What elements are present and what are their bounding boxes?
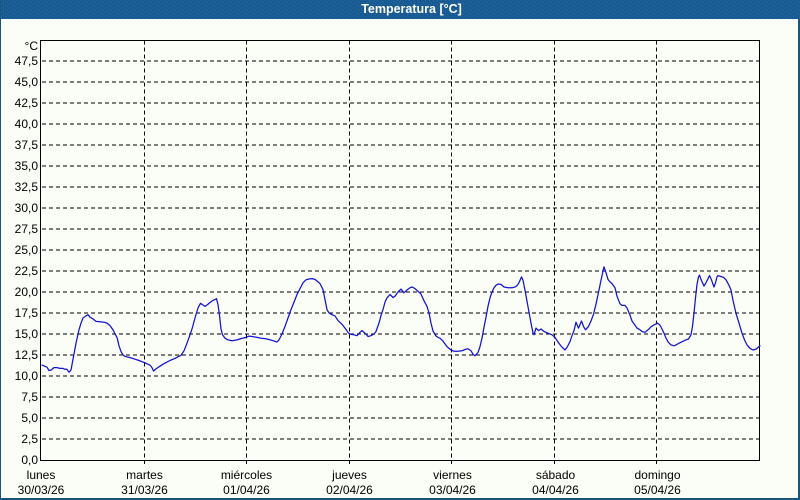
svg-text:30,0: 30,0 xyxy=(15,201,39,215)
svg-text:sábado: sábado xyxy=(536,468,576,482)
svg-text:45,0: 45,0 xyxy=(15,75,39,89)
svg-text:47,5: 47,5 xyxy=(15,54,39,68)
svg-text:37,5: 37,5 xyxy=(15,138,39,152)
svg-text:15,0: 15,0 xyxy=(15,327,39,341)
svg-text:32,5: 32,5 xyxy=(15,180,39,194)
svg-text:5,0: 5,0 xyxy=(21,411,38,425)
svg-text:miércoles: miércoles xyxy=(221,468,272,482)
svg-text:7,5: 7,5 xyxy=(21,390,38,404)
svg-text:lunes: lunes xyxy=(27,468,56,482)
svg-text:17,5: 17,5 xyxy=(15,306,39,320)
svg-text:10,0: 10,0 xyxy=(15,369,39,383)
svg-text:viernes: viernes xyxy=(433,468,472,482)
svg-text:2,5: 2,5 xyxy=(21,432,38,446)
svg-text:03/04/26: 03/04/26 xyxy=(429,483,476,497)
svg-text:12,5: 12,5 xyxy=(15,348,39,362)
svg-text:40,0: 40,0 xyxy=(15,117,39,131)
svg-text:35,0: 35,0 xyxy=(15,159,39,173)
svg-text:05/04/26: 05/04/26 xyxy=(634,483,681,497)
svg-text:27,5: 27,5 xyxy=(15,222,39,236)
svg-text:domingo: domingo xyxy=(634,468,680,482)
svg-text:°C: °C xyxy=(25,39,39,53)
svg-text:01/04/26: 01/04/26 xyxy=(223,483,270,497)
svg-text:martes: martes xyxy=(126,468,163,482)
svg-text:25,0: 25,0 xyxy=(15,243,39,257)
svg-text:31/03/26: 31/03/26 xyxy=(121,483,168,497)
svg-text:20,0: 20,0 xyxy=(15,285,39,299)
svg-text:0,0: 0,0 xyxy=(21,453,38,467)
svg-text:22,5: 22,5 xyxy=(15,264,39,278)
svg-text:04/04/26: 04/04/26 xyxy=(532,483,579,497)
svg-text:42,5: 42,5 xyxy=(15,96,39,110)
svg-text:02/04/26: 02/04/26 xyxy=(326,483,373,497)
svg-text:jueves: jueves xyxy=(331,468,367,482)
svg-text:30/03/26: 30/03/26 xyxy=(18,483,65,497)
